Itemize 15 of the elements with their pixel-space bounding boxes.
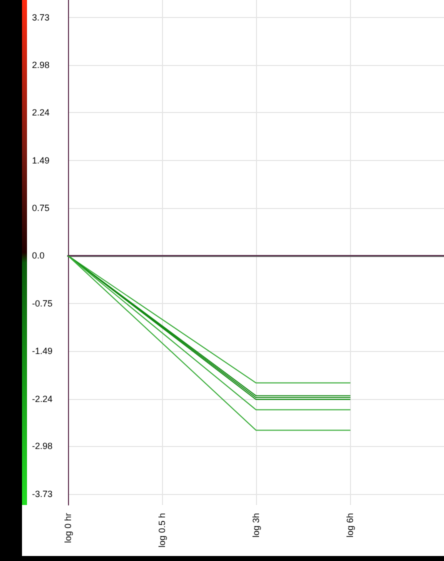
x-tick-label: log 3h bbox=[251, 513, 261, 538]
y-tick-label: 2.24 bbox=[32, 108, 50, 118]
y-tick-label: 0.0 bbox=[32, 250, 45, 261]
x-tick-label: log 6h bbox=[345, 513, 355, 538]
y-tick-label: -2.98 bbox=[32, 441, 53, 452]
y-tick-label: -1.49 bbox=[32, 346, 53, 356]
y-tick-label: 3.73 bbox=[32, 12, 50, 22]
x-tick-label: log 0.5 h bbox=[157, 513, 167, 548]
y-tick-label: 0.75 bbox=[32, 202, 50, 213]
y-tick-label: 1.49 bbox=[32, 155, 50, 166]
y-tick-label: 2.98 bbox=[32, 60, 50, 70]
y-tick-label: -0.75 bbox=[32, 298, 53, 309]
y-tick-label: -2.24 bbox=[32, 394, 53, 404]
x-tick-label: log 0 hr bbox=[63, 513, 73, 544]
y-tick-label: -3.73 bbox=[32, 489, 53, 500]
